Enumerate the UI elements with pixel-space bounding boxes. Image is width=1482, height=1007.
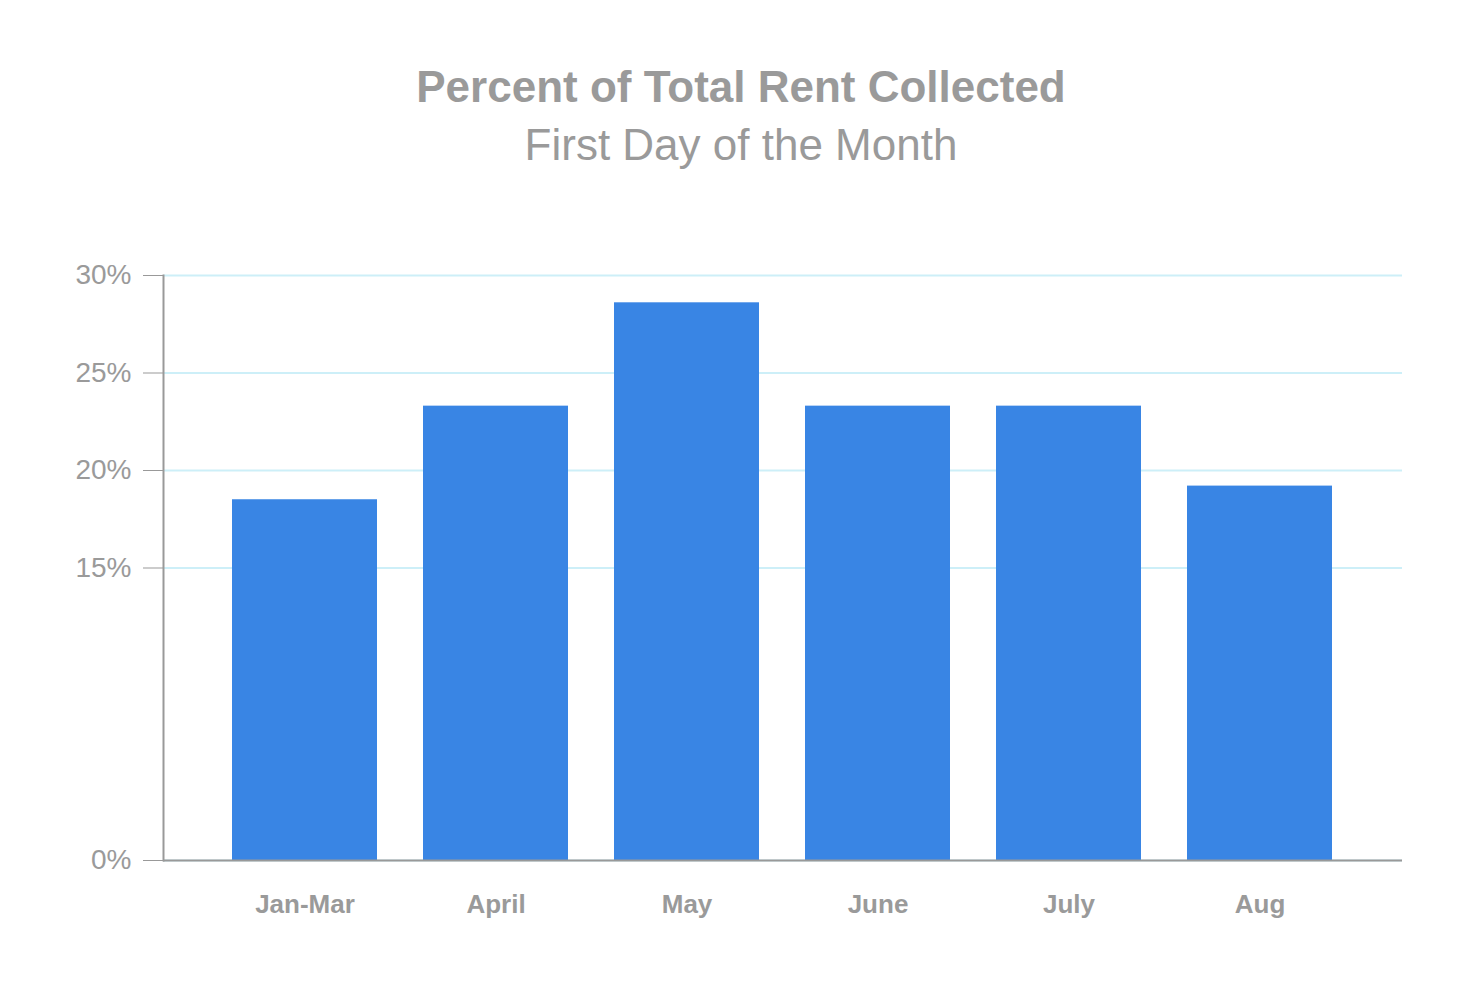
svg-text:Jan-Mar: Jan-Mar (255, 889, 355, 919)
svg-text:July: July (1043, 889, 1096, 919)
svg-text:May: May (662, 889, 713, 919)
svg-text:Aug: Aug (1235, 889, 1286, 919)
svg-text:25%: 25% (75, 357, 131, 388)
html-text:Percent of Total Rent Collecte: Percent of Total Rent Collected (416, 62, 1066, 111)
html-text:First Day of the Month: First Day of the Month (524, 120, 958, 169)
svg-text:0%: 0% (91, 844, 131, 875)
svg-text:30%: 30% (75, 259, 131, 290)
svg-text:April: April (466, 889, 525, 919)
svg-text:15%: 15% (75, 552, 131, 583)
svg-text:20%: 20% (75, 454, 131, 485)
svg-text:June: June (848, 889, 909, 919)
